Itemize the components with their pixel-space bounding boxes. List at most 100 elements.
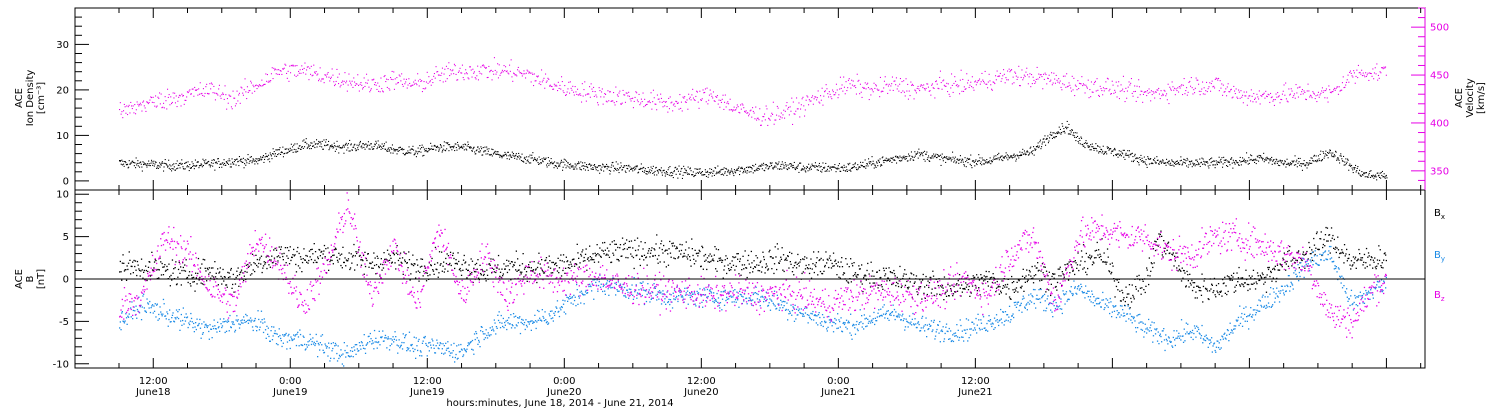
velocity-point	[656, 94, 658, 96]
velocity-point	[285, 64, 287, 66]
velocity-point	[1337, 93, 1339, 95]
density-point	[196, 161, 198, 163]
velocity-point	[1330, 92, 1332, 94]
density-point	[200, 164, 202, 166]
density-point	[1363, 173, 1365, 175]
density-point	[1180, 159, 1182, 161]
velocity-point	[445, 80, 447, 82]
bx-point	[282, 255, 284, 258]
density-point	[760, 165, 762, 167]
velocity-point	[1309, 94, 1311, 96]
density-point	[227, 160, 229, 162]
density-point	[292, 151, 294, 153]
velocity-point	[477, 79, 479, 81]
density-point	[756, 169, 758, 171]
density-point	[1139, 157, 1141, 159]
bx-point	[822, 259, 824, 261]
bx-point	[437, 276, 439, 278]
bx-point	[784, 258, 787, 261]
bx-point	[210, 277, 212, 279]
bx-point	[670, 256, 672, 258]
density-point	[1228, 160, 1230, 162]
density-point	[826, 170, 828, 172]
density-point	[1266, 156, 1268, 158]
density-point	[278, 153, 280, 155]
density-point	[975, 163, 977, 165]
density-point	[301, 146, 303, 148]
density-point	[123, 165, 125, 167]
velocity-point	[494, 69, 496, 71]
velocity-point	[119, 102, 121, 104]
density-point	[1352, 172, 1354, 174]
velocity-point	[461, 64, 463, 66]
velocity-point	[244, 78, 246, 80]
bx-point	[486, 269, 488, 271]
bx-point	[577, 252, 579, 254]
bx-point	[146, 279, 148, 282]
density-point	[906, 156, 908, 158]
velocity-point	[139, 102, 141, 104]
velocity-point	[1156, 89, 1158, 91]
density-point	[1175, 163, 1177, 165]
velocity-point	[269, 81, 271, 83]
velocity-point	[1266, 95, 1268, 97]
density-point	[1025, 154, 1027, 156]
velocity-point	[913, 98, 915, 100]
density-point	[1369, 176, 1371, 178]
density-point	[1220, 158, 1222, 160]
density-point	[728, 172, 730, 174]
bx-point	[688, 247, 690, 249]
density-point	[885, 157, 887, 159]
density-point	[528, 162, 530, 164]
velocity-point	[659, 101, 661, 103]
density-point	[1142, 161, 1144, 163]
density-point	[681, 167, 683, 169]
velocity-point	[262, 84, 264, 86]
bx-point	[872, 282, 874, 284]
bx-point	[441, 251, 443, 253]
density-point	[295, 149, 297, 151]
bx-point	[205, 270, 207, 272]
density-point	[278, 149, 280, 151]
density-point	[858, 166, 860, 168]
bx-point	[385, 258, 387, 260]
bx-point	[153, 267, 155, 269]
velocity-point	[1181, 84, 1183, 86]
velocity-point	[789, 106, 791, 108]
density-point	[143, 162, 145, 164]
density-point	[1310, 157, 1312, 159]
bx-point	[857, 274, 859, 276]
bx-point	[788, 267, 790, 269]
density-point	[218, 160, 220, 162]
velocity-point	[356, 83, 358, 85]
density-point	[551, 161, 553, 163]
density-point	[563, 158, 565, 160]
bx-point	[422, 275, 424, 277]
density-point	[1254, 161, 1256, 163]
density-point	[600, 168, 602, 170]
bx-point	[184, 270, 187, 272]
bx-point	[479, 264, 481, 266]
density-point	[742, 172, 744, 174]
density-point	[577, 163, 579, 165]
bx-point	[752, 271, 754, 273]
density-point	[369, 148, 371, 150]
velocity-point	[1215, 77, 1217, 79]
density-point	[864, 159, 866, 161]
density-point	[905, 158, 907, 160]
velocity-point	[963, 86, 965, 88]
density-point	[268, 158, 270, 160]
bx-point	[582, 260, 585, 262]
density-point	[1251, 155, 1253, 157]
density-point	[568, 166, 570, 168]
density-point	[923, 158, 925, 160]
bx-point	[794, 262, 796, 264]
density-point	[572, 168, 574, 170]
bx-point	[820, 257, 822, 260]
velocity-point	[595, 94, 597, 96]
bx-point	[151, 251, 153, 253]
density-point	[751, 168, 753, 170]
density-point	[878, 160, 880, 162]
bx-point	[791, 252, 793, 255]
